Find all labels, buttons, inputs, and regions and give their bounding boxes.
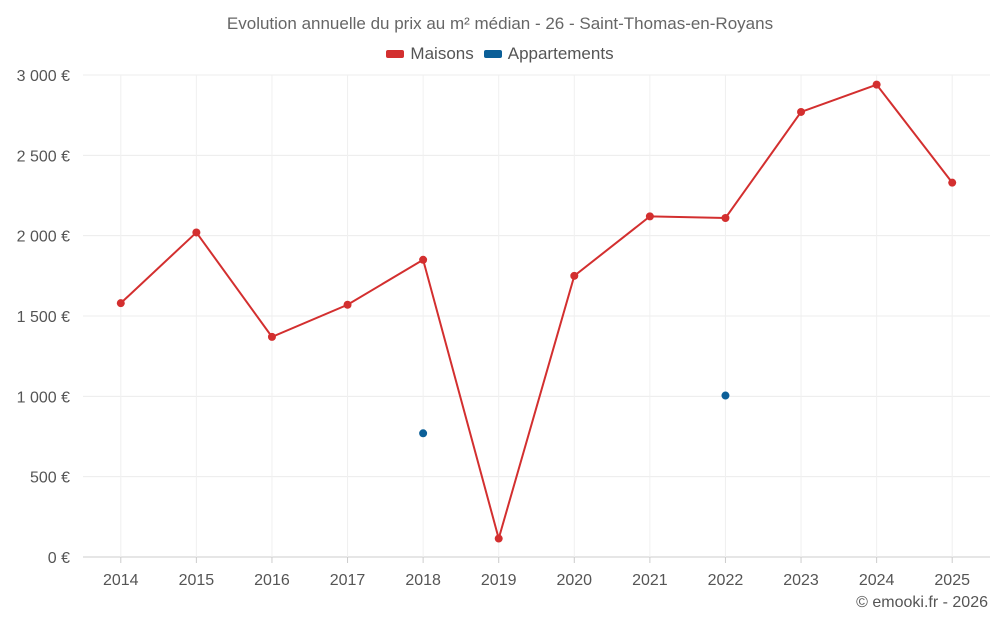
data-point-maisons-2023 — [797, 107, 806, 116]
x-tick-label: 2019 — [481, 572, 517, 589]
series-line-maisons — [120, 83, 954, 543]
data-point-appartements-2022 — [721, 391, 730, 400]
legend: Maisons Appartements — [0, 44, 1000, 64]
x-tick-label: 2022 — [708, 572, 744, 589]
y-tick-label: 1 000 € — [17, 389, 70, 406]
y-tick-label: 0 € — [48, 550, 70, 567]
legend-swatch-maisons — [386, 50, 405, 58]
legend-swatch-appartements — [483, 50, 502, 58]
x-tick-label: 2017 — [330, 572, 366, 589]
data-point-appartements-2018 — [419, 429, 428, 438]
y-tick-label: 500 € — [30, 470, 70, 487]
data-point-maisons-2024 — [872, 80, 881, 89]
x-tick-label: 2025 — [934, 572, 970, 589]
x-tick-label: 2023 — [783, 572, 819, 589]
legend-item-maisons[interactable]: Maisons — [386, 44, 474, 64]
x-tick-label: 2014 — [103, 572, 139, 589]
x-tick-label: 2024 — [859, 572, 895, 589]
x-tick-label: 2018 — [405, 572, 441, 589]
data-point-maisons-2014 — [116, 299, 125, 308]
x-tick-label: 2020 — [556, 572, 592, 589]
data-point-maisons-2018 — [419, 255, 428, 264]
y-tick-label: 3 000 € — [17, 68, 70, 85]
data-point-maisons-2015 — [192, 228, 201, 237]
x-tick-label: 2021 — [632, 572, 668, 589]
y-tick-label: 1 500 € — [17, 309, 70, 326]
legend-item-appartements[interactable]: Appartements — [483, 44, 614, 64]
credit-text: © emooki.fr - 2026 — [856, 594, 988, 611]
y-tick-label: 2 000 € — [17, 229, 70, 246]
data-point-maisons-2021 — [645, 212, 654, 221]
x-tick-label: 2016 — [254, 572, 290, 589]
data-point-maisons-2017 — [343, 300, 352, 309]
y-tick-label: 2 500 € — [17, 148, 70, 165]
data-point-maisons-2022 — [721, 213, 730, 222]
data-point-maisons-2020 — [570, 271, 579, 280]
data-point-maisons-2019 — [494, 534, 503, 543]
data-point-maisons-2016 — [267, 332, 276, 341]
chart-title: Evolution annuelle du prix au m² médian … — [226, 14, 774, 33]
data-point-maisons-2025 — [948, 178, 957, 187]
legend-label-maisons: Maisons — [410, 44, 474, 63]
legend-label-appartements: Appartements — [507, 44, 614, 63]
x-tick-label: 2015 — [179, 572, 215, 589]
